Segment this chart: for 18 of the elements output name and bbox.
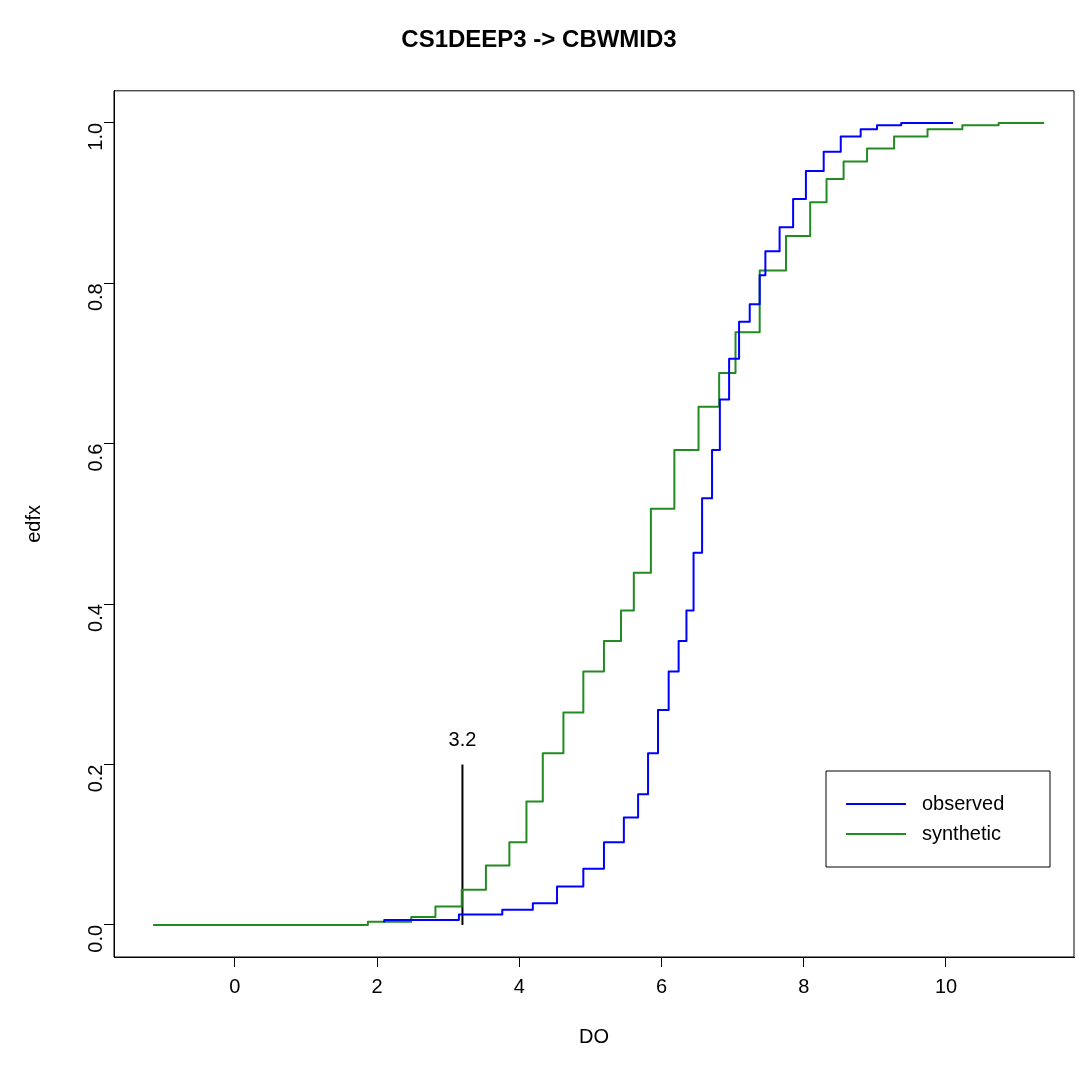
x-axis-title: DO bbox=[579, 1024, 609, 1047]
y-tick-label: 0.4 bbox=[83, 604, 106, 632]
x-tick-label: 6 bbox=[655, 974, 668, 997]
x-tick-label: 2 bbox=[371, 974, 383, 997]
annotation: 3.2 bbox=[448, 728, 477, 751]
y-tick-label: 1.0 bbox=[83, 122, 106, 151]
legend-label: synthetic bbox=[922, 821, 1001, 844]
y-tick-label: 0.2 bbox=[83, 764, 106, 793]
y-tick-label: 0.6 bbox=[83, 443, 106, 472]
x-tick-label: 10 bbox=[934, 974, 958, 997]
y-tick-label: 0.0 bbox=[83, 924, 106, 953]
y-tick-label: 0.8 bbox=[83, 283, 106, 312]
chart-title: CS1DEEP3 -> CBWMID3 bbox=[401, 25, 677, 53]
y-axis-title: edfx bbox=[21, 504, 44, 543]
legend-label: observed bbox=[922, 791, 1005, 814]
x-tick-label: 0 bbox=[229, 974, 241, 997]
x-tick-label: 8 bbox=[798, 974, 810, 997]
x-tick-label: 4 bbox=[513, 974, 525, 997]
